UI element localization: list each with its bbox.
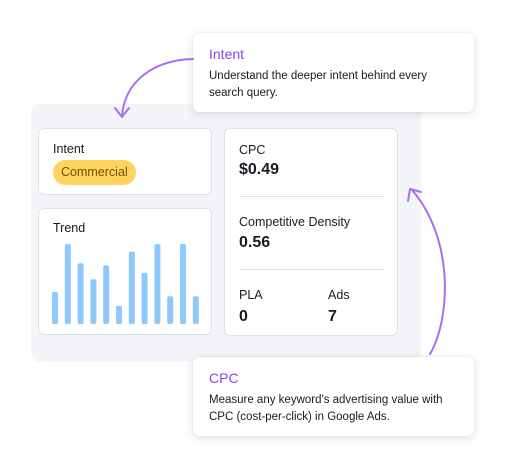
trend-bar-chart xyxy=(52,244,199,324)
intent-arrowhead xyxy=(114,107,130,118)
trend-bar xyxy=(180,244,186,324)
ads-label: Ads xyxy=(328,288,350,302)
cpc-callout: CPC Measure any keyword's advertising va… xyxy=(193,357,474,436)
metrics-divider xyxy=(239,269,384,270)
cpc-label: CPC xyxy=(239,143,266,157)
trend-bar xyxy=(64,244,71,324)
intent-label: Intent xyxy=(53,142,85,156)
trend-card: Trend xyxy=(38,208,212,335)
trend-bar xyxy=(103,265,110,324)
cpc-arrowhead xyxy=(407,188,422,202)
cpc-callout-text: Measure any keyword's advertising value … xyxy=(209,394,443,423)
intent-card: Intent Commercial xyxy=(38,128,212,195)
pla-value: 0 xyxy=(239,308,248,325)
intent-callout-title: Intent xyxy=(209,46,245,62)
competitive-density-value: 0.56 xyxy=(239,234,271,251)
trend-bar xyxy=(154,244,161,324)
competitive-density-label: Competitive Density xyxy=(239,215,351,229)
metrics-card: CPC $0.49 Competitive Density 0.56 PLA 0… xyxy=(224,128,398,336)
trend-label: Trend xyxy=(53,221,86,235)
metrics-divider xyxy=(239,196,384,197)
intent-callout: Intent Understand the deeper intent behi… xyxy=(193,33,474,112)
intent-callout-text: Understand the deeper intent behind ever… xyxy=(209,70,428,99)
cpc-callout-title: CPC xyxy=(209,370,239,386)
pla-label: PLA xyxy=(239,288,263,302)
trend-bar xyxy=(52,292,58,324)
trend-bar xyxy=(128,251,135,324)
intent-arrow xyxy=(121,58,194,117)
ads-value: 7 xyxy=(328,308,337,325)
cpc-arrow xyxy=(411,189,446,355)
trend-bar xyxy=(167,296,174,324)
trend-bar xyxy=(192,296,199,324)
intent-badge: Commercial xyxy=(53,160,136,185)
trend-bar xyxy=(90,279,97,324)
trend-bar xyxy=(141,272,148,324)
trend-bar xyxy=(116,305,122,324)
cpc-value: $0.49 xyxy=(239,161,280,178)
trend-bar xyxy=(77,263,84,324)
